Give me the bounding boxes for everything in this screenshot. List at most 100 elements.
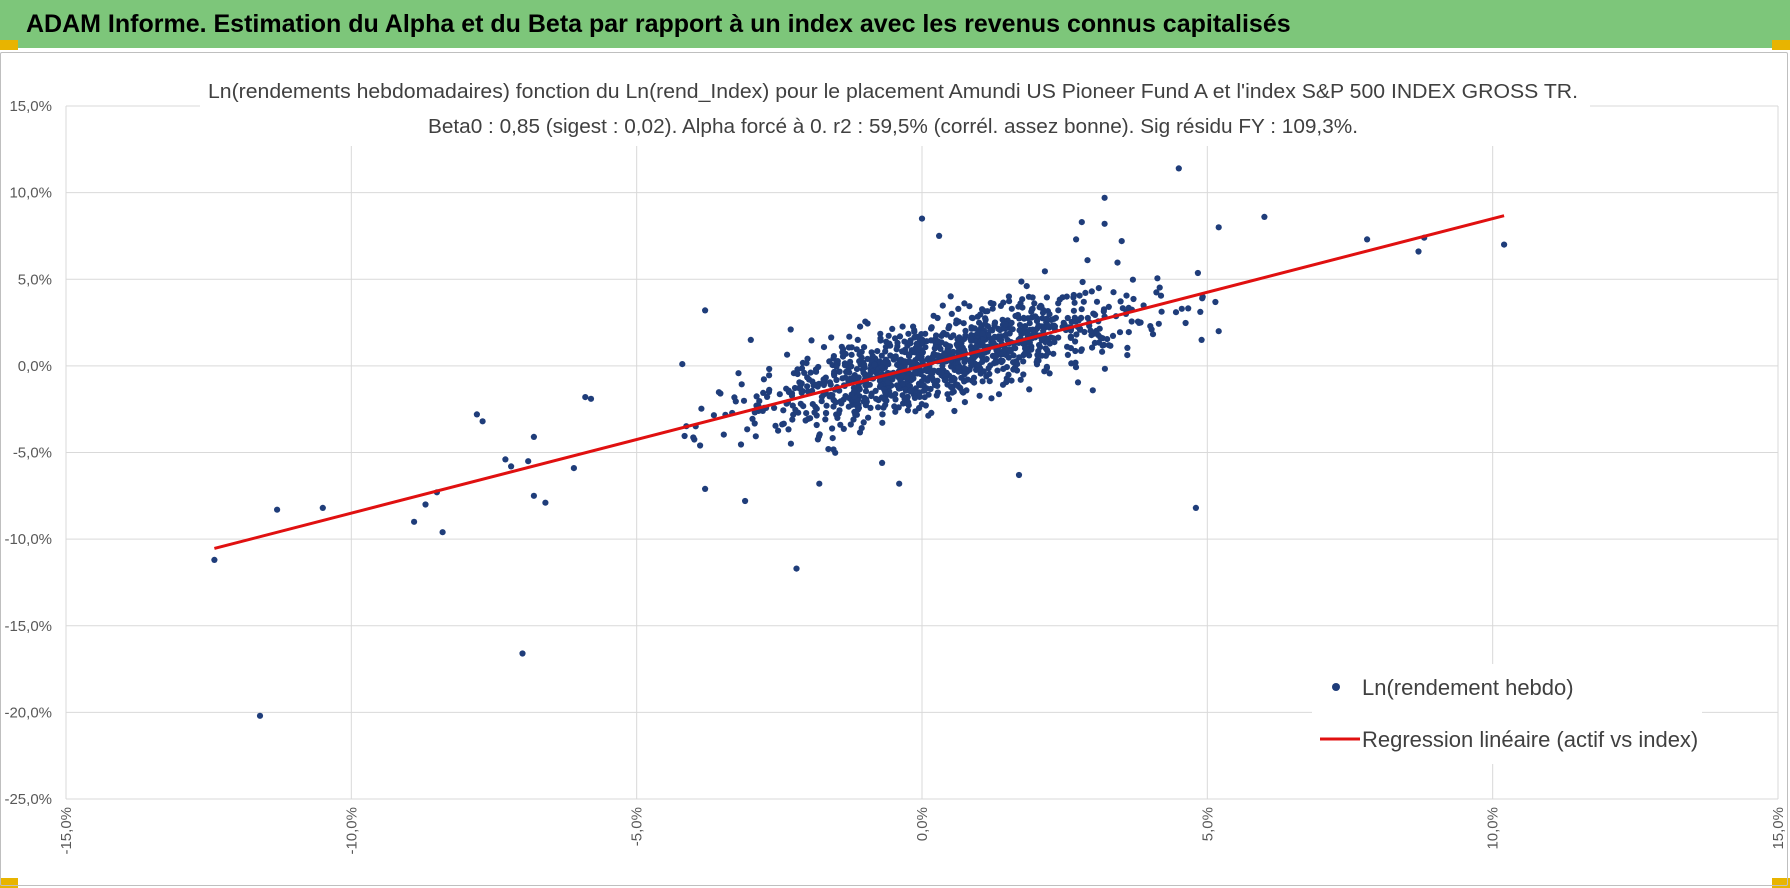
data-point bbox=[804, 355, 811, 362]
data-point bbox=[740, 397, 748, 404]
data-point bbox=[997, 351, 1005, 358]
data-point bbox=[749, 415, 756, 422]
data-point bbox=[1158, 308, 1165, 315]
data-point bbox=[1000, 299, 1007, 306]
data-point bbox=[776, 391, 783, 398]
data-point bbox=[1055, 300, 1062, 307]
data-point bbox=[1154, 275, 1161, 282]
data-point bbox=[934, 389, 942, 396]
data-point bbox=[839, 349, 846, 356]
data-point bbox=[1101, 220, 1108, 227]
data-point bbox=[879, 419, 886, 426]
data-point bbox=[710, 412, 718, 419]
y-tick-label: -15,0% bbox=[4, 618, 52, 635]
data-point bbox=[1104, 336, 1111, 343]
data-point bbox=[1073, 236, 1080, 243]
data-point bbox=[947, 293, 954, 300]
scatter-points bbox=[211, 165, 1508, 719]
data-point bbox=[938, 369, 945, 376]
data-point bbox=[855, 404, 863, 412]
data-point bbox=[479, 418, 486, 425]
data-point bbox=[985, 365, 992, 372]
data-point bbox=[963, 387, 970, 394]
data-point bbox=[1051, 322, 1058, 329]
data-point bbox=[1040, 327, 1047, 334]
data-point bbox=[1051, 339, 1058, 346]
data-point bbox=[422, 501, 429, 508]
data-point bbox=[211, 556, 218, 564]
data-point bbox=[921, 394, 928, 401]
data-point bbox=[853, 366, 861, 373]
data-point bbox=[989, 305, 996, 312]
data-point bbox=[473, 411, 480, 418]
data-point bbox=[1114, 259, 1121, 266]
data-point bbox=[1043, 294, 1050, 301]
data-point bbox=[1018, 278, 1025, 285]
data-point bbox=[805, 415, 812, 422]
data-point bbox=[822, 416, 829, 423]
data-point bbox=[1136, 319, 1143, 326]
data-point bbox=[995, 391, 1003, 398]
data-point bbox=[999, 316, 1006, 323]
data-point bbox=[690, 434, 697, 441]
data-point bbox=[878, 352, 885, 359]
data-point bbox=[818, 393, 826, 400]
data-point bbox=[892, 353, 899, 360]
data-point bbox=[787, 440, 795, 447]
data-point bbox=[822, 409, 830, 417]
data-point bbox=[841, 360, 849, 367]
data-point bbox=[877, 337, 884, 344]
data-point bbox=[1129, 276, 1136, 283]
data-point bbox=[820, 381, 828, 389]
data-point bbox=[1067, 334, 1074, 341]
report-banner: ADAM Informe. Estimation du Alpha et du … bbox=[0, 0, 1790, 48]
data-point bbox=[803, 410, 810, 417]
data-point bbox=[899, 380, 907, 387]
data-point bbox=[968, 324, 975, 331]
data-point bbox=[1021, 324, 1028, 331]
data-point bbox=[1089, 344, 1096, 351]
data-point bbox=[828, 334, 835, 341]
data-point bbox=[848, 351, 855, 358]
data-point bbox=[885, 332, 892, 339]
data-point bbox=[867, 404, 874, 411]
data-point bbox=[860, 369, 867, 376]
data-point bbox=[948, 310, 955, 317]
data-point bbox=[846, 369, 853, 376]
data-point bbox=[702, 485, 709, 492]
data-point bbox=[1117, 298, 1124, 305]
data-point bbox=[823, 402, 830, 409]
data-point bbox=[820, 344, 828, 351]
data-point bbox=[1037, 344, 1044, 351]
data-point bbox=[1017, 376, 1024, 383]
data-point bbox=[829, 435, 836, 442]
data-point bbox=[826, 358, 833, 365]
x-tick-label: -15,0% bbox=[58, 807, 75, 855]
data-point bbox=[911, 327, 918, 334]
data-point bbox=[752, 433, 759, 440]
data-point bbox=[833, 363, 840, 370]
data-point bbox=[1153, 289, 1160, 296]
data-point bbox=[825, 446, 832, 453]
data-point bbox=[1072, 338, 1079, 345]
data-point bbox=[772, 422, 779, 429]
data-point bbox=[973, 343, 980, 350]
data-point bbox=[587, 395, 595, 402]
data-point bbox=[929, 355, 936, 362]
data-point bbox=[987, 326, 994, 333]
data-point bbox=[1157, 292, 1165, 299]
data-point bbox=[882, 389, 889, 396]
data-point bbox=[1172, 309, 1180, 316]
data-point bbox=[899, 392, 906, 399]
data-point bbox=[830, 370, 838, 377]
data-point bbox=[780, 407, 787, 414]
data-point bbox=[1008, 305, 1015, 312]
data-point bbox=[813, 368, 820, 375]
data-point bbox=[1095, 285, 1102, 292]
data-point bbox=[1064, 314, 1071, 322]
data-point bbox=[765, 388, 773, 396]
data-point bbox=[934, 352, 941, 360]
data-point bbox=[967, 335, 974, 342]
data-point bbox=[848, 344, 855, 351]
